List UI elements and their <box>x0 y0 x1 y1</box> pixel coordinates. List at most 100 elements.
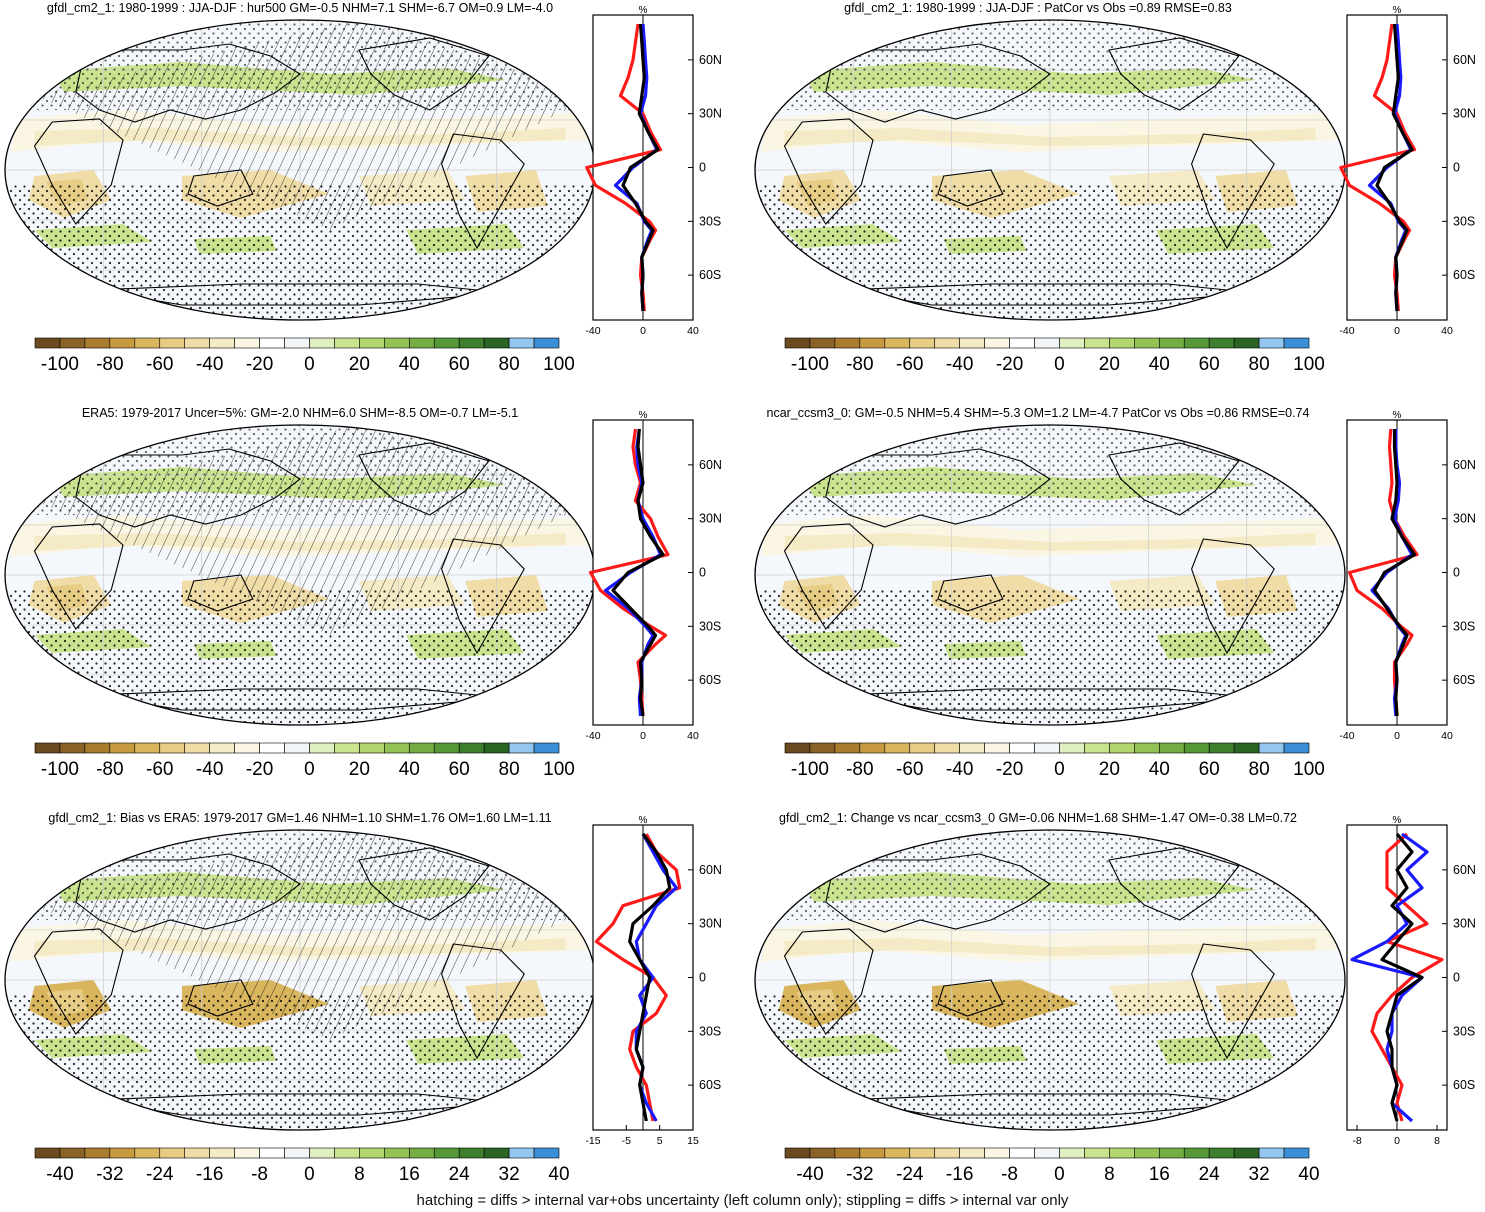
profile-ytick-label: 0 <box>1453 971 1460 985</box>
colorbar-box <box>1109 337 1135 349</box>
colorbar-box <box>834 1147 861 1159</box>
colorbar-tick-label: 60 <box>449 759 470 780</box>
profile-ytick-label: 60S <box>699 673 721 687</box>
colorbar-box <box>34 1147 61 1159</box>
colorbar-tick-label: 24 <box>449 1164 471 1185</box>
profile-series-line <box>1370 832 1444 1122</box>
colorbar-box <box>34 337 61 349</box>
profile-ytick-label: 0 <box>699 161 706 175</box>
colorbar-box <box>1134 337 1160 349</box>
colorbar-tick-label: -40 <box>946 759 973 780</box>
colorbar-box <box>508 742 535 754</box>
profile-xtick-label: -40 <box>585 325 600 337</box>
profile-unit: % <box>1393 815 1402 826</box>
colorbar-box <box>309 337 335 349</box>
colorbar-box <box>834 337 861 349</box>
colorbar-tick-label: -20 <box>996 354 1023 375</box>
colorbar-box <box>1258 1147 1285 1159</box>
colorbar-box <box>209 337 235 349</box>
colorbar-box <box>284 742 310 754</box>
panel-title: ERA5: 1979-2017 Uncer=5%: GM=-2.0 NHM=6.… <box>82 406 518 420</box>
profile-unit: % <box>1393 5 1402 16</box>
colorbar-box <box>134 742 161 754</box>
profile-xtick-label: 0 <box>1394 730 1400 742</box>
colorbar-tick-label: -20 <box>246 354 273 375</box>
coastline <box>783 118 874 225</box>
hatching <box>34 20 595 230</box>
coastline <box>825 853 1051 933</box>
colorbar-box <box>259 742 285 754</box>
colorbar-tick-label: 100 <box>543 759 575 780</box>
colorbar-box <box>1158 1147 1185 1159</box>
profile-unit: % <box>639 5 648 16</box>
colorbar-tick-label: -20 <box>996 759 1023 780</box>
colorbar-box <box>1109 1147 1135 1159</box>
colorbar-box <box>309 742 335 754</box>
colorbar-tick-label: 100 <box>543 354 575 375</box>
colorbar-box <box>134 337 161 349</box>
colorbar-box <box>59 742 86 754</box>
colorbar-tick-label: -40 <box>946 354 973 375</box>
colorbar-box <box>359 742 385 754</box>
colorbar-tick-label: -32 <box>846 1164 873 1185</box>
colorbar-tick-label: 16 <box>399 1164 420 1185</box>
colorbar-box <box>433 742 460 754</box>
colorbar-box <box>1183 337 1210 349</box>
profile-xtick-label: 40 <box>687 325 699 337</box>
colorbar-box <box>1208 742 1235 754</box>
colorbar-tick-label: -16 <box>946 1164 973 1185</box>
panel-title: gfdl_cm2_1: Change vs ncar_ccsm3_0 GM=-0… <box>779 811 1297 825</box>
profile-series-line <box>621 23 660 312</box>
hatching <box>34 830 595 1040</box>
colorbar-box <box>784 742 811 754</box>
profile-ytick-label: 0 <box>1453 566 1460 580</box>
colorbar-box <box>359 1147 385 1159</box>
colorbar-box <box>109 1147 136 1159</box>
colorbar-box <box>109 742 136 754</box>
colorbar-box <box>934 1147 960 1159</box>
profile-ytick-label: 60S <box>1453 268 1475 282</box>
coastline <box>937 574 1004 612</box>
profile-xtick-label: 0 <box>1394 325 1400 337</box>
colorbar-tick-label: -60 <box>896 759 923 780</box>
colorbar-box <box>859 337 886 349</box>
coastline <box>1108 37 1240 111</box>
coastline <box>33 928 124 1035</box>
colorbar-box <box>909 742 936 754</box>
profile-ytick-label: 60N <box>1453 53 1476 67</box>
colorbar-tick-label: -80 <box>846 354 873 375</box>
colorbar-tick-label: -100 <box>791 759 829 780</box>
colorbar-tick-label: -40 <box>46 1164 73 1185</box>
colorbar-tick-label: -100 <box>791 354 829 375</box>
colorbar-tick-label: 40 <box>1298 1164 1319 1185</box>
profile-xtick-label: -5 <box>622 1135 631 1147</box>
colorbar-box <box>109 337 136 349</box>
colorbar-box <box>959 742 985 754</box>
colorbar-box <box>334 1147 360 1159</box>
colorbar-box <box>408 742 435 754</box>
coastline <box>187 169 254 207</box>
coastline <box>441 133 525 250</box>
profile-ytick-label: 60N <box>699 458 722 472</box>
colorbar-box <box>1059 742 1085 754</box>
colorbar-box <box>859 1147 886 1159</box>
colorbar-tick-label: -60 <box>146 354 173 375</box>
colorbar-tick-label: 20 <box>349 354 370 375</box>
profile-unit: % <box>1393 410 1402 421</box>
colorbar-box <box>59 1147 86 1159</box>
colorbar-box <box>334 742 360 754</box>
panel-2: gfdl_cm2_1: 1980-1999 : JJA-DJF : PatCor… <box>754 1 1476 375</box>
coastline <box>937 169 1004 207</box>
colorbar-tick-label: 8 <box>1104 1164 1115 1185</box>
coastline <box>358 37 490 111</box>
profile-series-line <box>628 833 672 1122</box>
profile-xtick-label: -15 <box>585 1135 600 1147</box>
colorbar-box <box>408 1147 435 1159</box>
colorbar-box <box>1084 1147 1110 1159</box>
colorbar-tick-label: 32 <box>499 1164 520 1185</box>
colorbar-box <box>809 337 836 349</box>
colorbar-box <box>384 742 410 754</box>
profile-xtick-label: 40 <box>1441 325 1453 337</box>
colorbar-box <box>884 1147 911 1159</box>
colorbar-box <box>984 742 1010 754</box>
